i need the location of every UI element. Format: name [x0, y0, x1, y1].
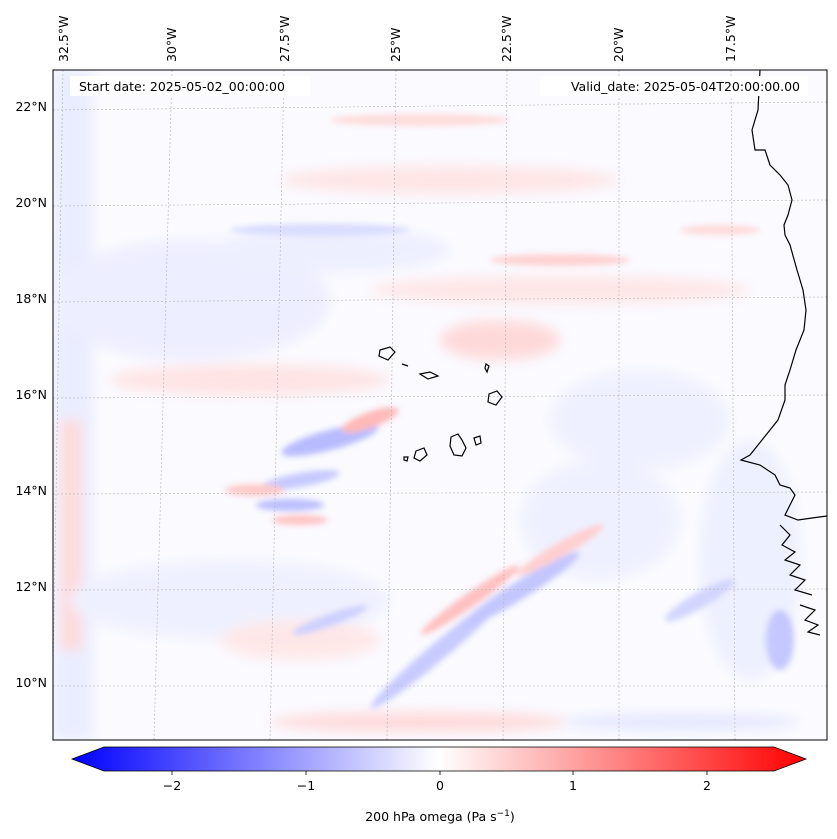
start-date-text: Start date: 2025-05-02_00:00:00 [79, 79, 285, 94]
start-date-box [70, 76, 310, 96]
omega-field: Start date: 2025-05-02_00:00:00 Valid_da… [53, 70, 827, 740]
longitude-labels: 32.5°W 30°W 27.5°W 25°W 22.5°W 20°W 17.5… [56, 16, 738, 62]
colorbar-ticks [171, 771, 708, 775]
map-frame [52, 69, 828, 741]
lon-label: 30°W [164, 27, 179, 62]
lon-label: 25°W [388, 27, 403, 62]
lon-label: 17.5°W [723, 16, 738, 62]
colorbar-tick-label: 1 [569, 778, 577, 793]
lat-label: 18°N [15, 291, 47, 306]
lat-label: 20°N [15, 195, 47, 210]
colorbar-label: 200 hPa omega (Pa s−1) [365, 809, 515, 824]
colorbar: −2 −1 0 1 2 200 hPa omega (Pa s−1) [70, 746, 808, 824]
lat-label: 12°N [15, 579, 47, 594]
lon-label: 22.5°W [499, 16, 514, 62]
coastline [739, 70, 827, 636]
graticule [53, 70, 827, 740]
colorbar-tick-label: −2 [163, 778, 181, 793]
colorbar-bar [70, 746, 808, 772]
lon-label: 20°W [611, 27, 626, 62]
lon-label: 27.5°W [277, 16, 292, 62]
lon-label: 32.5°W [56, 16, 71, 62]
colorbar-tick-label: 2 [703, 778, 711, 793]
colorbar-tick-label: 0 [436, 778, 444, 793]
valid-date-text: Valid_date: 2025-05-04T20:00:00.00 [571, 79, 800, 94]
lat-label: 22°N [15, 99, 47, 114]
valid-date-box [540, 76, 808, 96]
latitude-labels: 22°N 20°N 18°N 16°N 14°N 12°N 10°N [15, 99, 47, 690]
lat-label: 10°N [15, 675, 47, 690]
colorbar-tick-label: −1 [297, 778, 315, 793]
map-panel: Start date: 2025-05-02_00:00:00 Valid_da… [52, 69, 828, 741]
islands [378, 346, 503, 462]
lat-label: 16°N [15, 387, 47, 402]
lat-label: 14°N [15, 483, 47, 498]
